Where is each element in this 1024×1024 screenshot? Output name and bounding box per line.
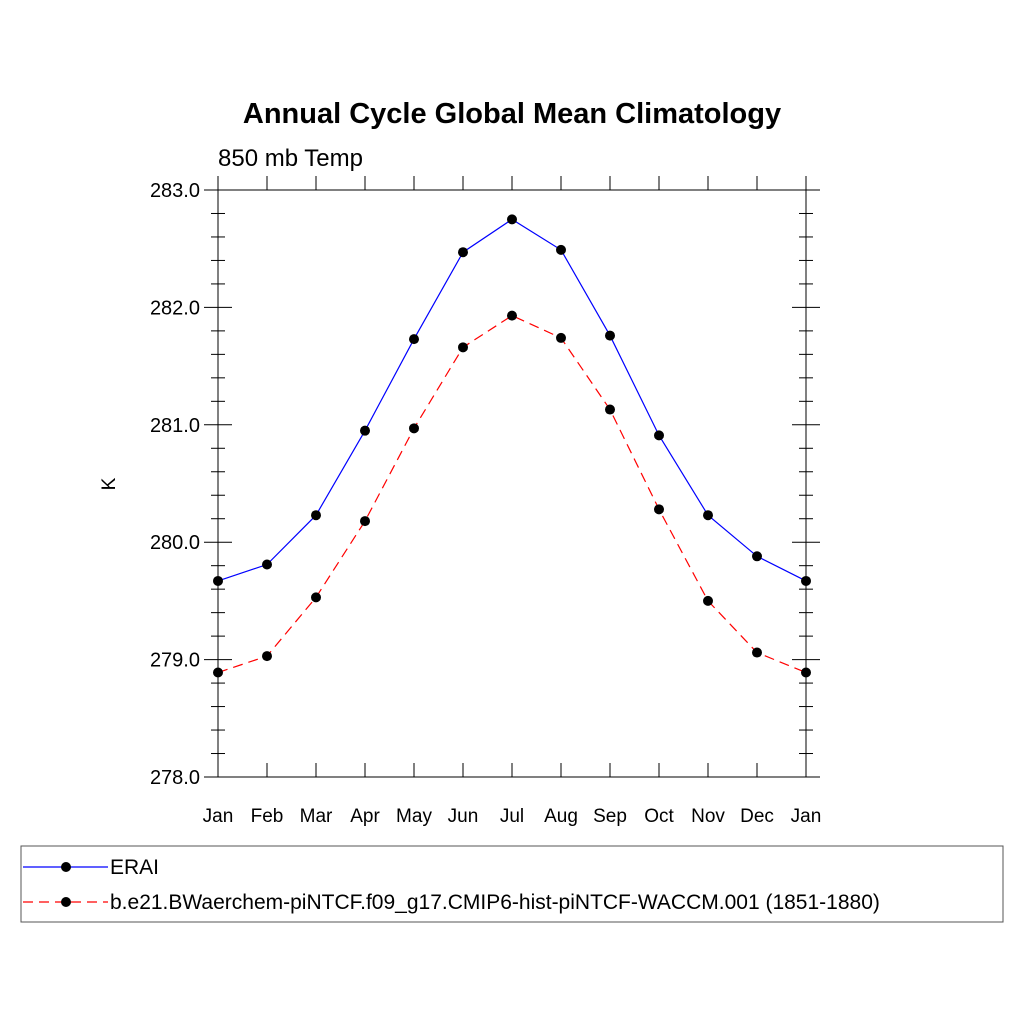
x-tick-label: May xyxy=(396,806,432,827)
data-point xyxy=(311,592,321,603)
x-tick-label: Jan xyxy=(791,806,822,827)
y-tick-label: 283.0 xyxy=(150,180,200,202)
y-tick-label: 278.0 xyxy=(150,767,200,789)
x-tick-label: Jun xyxy=(448,806,479,827)
data-point xyxy=(752,551,762,562)
chart-subtitle: 850 mb Temp xyxy=(218,145,363,172)
chart-title: Annual Cycle Global Mean Climatology xyxy=(243,98,781,130)
x-tick-label: Oct xyxy=(644,806,674,827)
data-point xyxy=(801,667,811,678)
data-point xyxy=(458,247,468,258)
x-tick-label: Jul xyxy=(500,806,524,827)
y-tick-label: 280.0 xyxy=(150,532,200,554)
data-point xyxy=(360,425,370,436)
data-point xyxy=(605,404,615,415)
legend: ERAI b.e21.BWaerchem-piNTCF.f09_g17.CMIP6… xyxy=(20,845,1004,923)
legend-box xyxy=(20,845,1004,923)
x-tick-label: Aug xyxy=(544,806,578,827)
legend-marker xyxy=(61,897,71,907)
data-point xyxy=(654,504,664,515)
data-point xyxy=(262,651,272,662)
series-layer xyxy=(213,214,811,678)
x-tick-label: Jan xyxy=(203,806,234,827)
series-line xyxy=(217,314,807,674)
series-line xyxy=(217,218,807,582)
data-point xyxy=(801,575,811,586)
axis-ticks: 278.0 279.0 280.0 281.0 282.0 283.0 Jan Feb Mar A… xyxy=(150,176,821,827)
y-tick-label: 282.0 xyxy=(150,297,200,319)
series-model xyxy=(213,310,811,678)
legend-label: b.e21.BWaerchem-piNTCF.f09_g17.CMIP6-his… xyxy=(110,891,880,914)
data-point xyxy=(556,332,566,343)
data-point xyxy=(605,330,615,341)
x-tick-label: Feb xyxy=(251,806,284,827)
data-point xyxy=(654,430,664,441)
data-point xyxy=(703,510,713,521)
data-point xyxy=(213,667,223,678)
legend-label: ERAI xyxy=(110,856,159,879)
x-tick-label: Apr xyxy=(350,806,380,827)
x-tick-label: Sep xyxy=(593,806,627,827)
data-point xyxy=(360,516,370,527)
data-point xyxy=(262,559,272,570)
data-point xyxy=(409,423,419,434)
y-axis-label: K xyxy=(99,477,120,490)
data-point xyxy=(311,510,321,521)
series-erai xyxy=(213,214,811,586)
y-tick-label: 281.0 xyxy=(150,415,200,437)
data-point xyxy=(458,342,468,353)
data-point xyxy=(703,595,713,606)
plot-frame xyxy=(217,189,807,778)
data-point xyxy=(556,244,566,255)
x-tick-label: Mar xyxy=(300,806,333,827)
data-point xyxy=(507,310,517,321)
data-point xyxy=(213,575,223,586)
data-point xyxy=(507,214,517,225)
x-tick-label: Nov xyxy=(691,806,725,827)
y-tick-label: 279.0 xyxy=(150,650,200,672)
x-tick-label: Dec xyxy=(740,806,774,827)
legend-marker xyxy=(61,862,71,872)
data-point xyxy=(752,647,762,658)
data-point xyxy=(409,334,419,345)
